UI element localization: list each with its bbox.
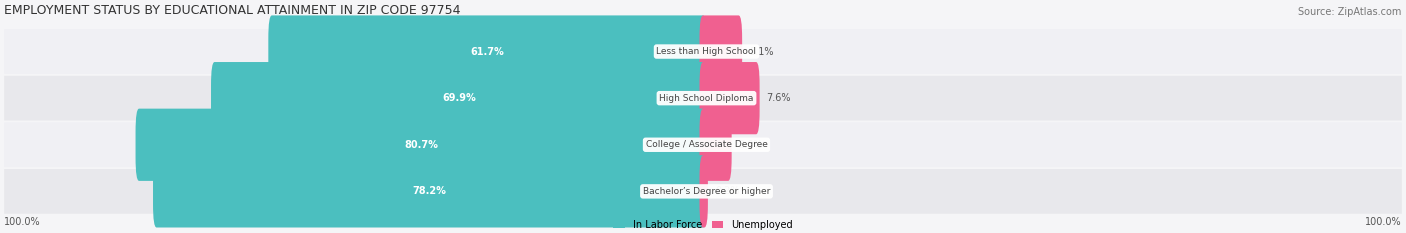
Text: 7.6%: 7.6% <box>766 93 792 103</box>
Text: Source: ZipAtlas.com: Source: ZipAtlas.com <box>1299 7 1402 17</box>
Text: EMPLOYMENT STATUS BY EDUCATIONAL ATTAINMENT IN ZIP CODE 97754: EMPLOYMENT STATUS BY EDUCATIONAL ATTAINM… <box>4 3 461 17</box>
Text: 5.1%: 5.1% <box>749 47 773 57</box>
FancyBboxPatch shape <box>700 62 759 134</box>
FancyBboxPatch shape <box>700 155 707 227</box>
Legend: In Labor Force, Unemployed: In Labor Force, Unemployed <box>613 220 793 230</box>
FancyBboxPatch shape <box>211 62 706 134</box>
Text: 3.6%: 3.6% <box>738 140 763 150</box>
FancyBboxPatch shape <box>269 15 706 88</box>
Text: College / Associate Degree: College / Associate Degree <box>645 140 768 149</box>
Text: 100.0%: 100.0% <box>1365 217 1402 227</box>
FancyBboxPatch shape <box>135 109 706 181</box>
FancyBboxPatch shape <box>700 15 742 88</box>
Text: 69.9%: 69.9% <box>441 93 475 103</box>
Text: 80.7%: 80.7% <box>404 140 437 150</box>
FancyBboxPatch shape <box>4 76 1402 120</box>
FancyBboxPatch shape <box>4 122 1402 167</box>
Text: 78.2%: 78.2% <box>413 186 447 196</box>
Text: High School Diploma: High School Diploma <box>659 94 754 103</box>
FancyBboxPatch shape <box>700 109 731 181</box>
Text: Less than High School: Less than High School <box>657 47 756 56</box>
FancyBboxPatch shape <box>4 29 1402 74</box>
FancyBboxPatch shape <box>4 169 1402 214</box>
Text: Bachelor’s Degree or higher: Bachelor’s Degree or higher <box>643 187 770 196</box>
Text: 100.0%: 100.0% <box>4 217 41 227</box>
FancyBboxPatch shape <box>153 155 706 227</box>
Text: 0.2%: 0.2% <box>714 186 740 196</box>
Text: 61.7%: 61.7% <box>471 47 505 57</box>
